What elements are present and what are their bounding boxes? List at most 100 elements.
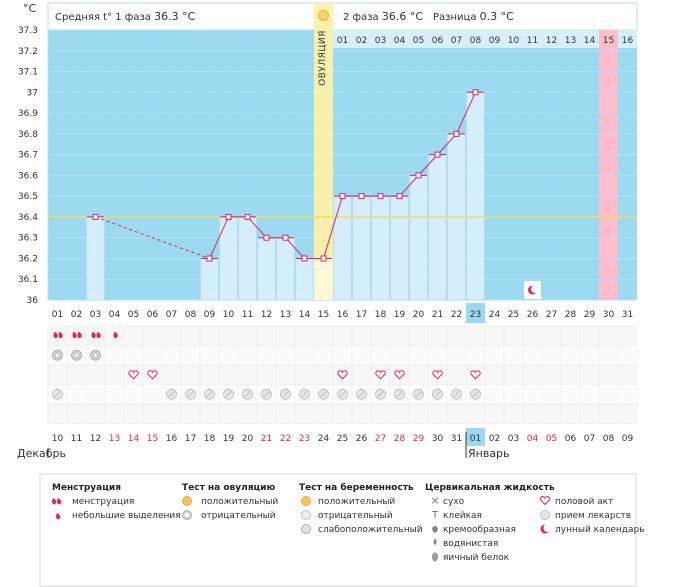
- legend-ov-positive-icon: [182, 496, 192, 506]
- marker-cell: [47, 403, 68, 424]
- marker-cell: [465, 345, 486, 366]
- menstruation-drop-icon: [91, 331, 96, 339]
- calendar-date: 24: [318, 434, 330, 444]
- cycle-day-label: 05: [128, 310, 139, 320]
- phase2-day-label: 03: [375, 36, 386, 46]
- marker-cell: [180, 364, 201, 385]
- marker-cell: [123, 325, 144, 346]
- marker-cell: [408, 345, 429, 366]
- temp-bar: [257, 237, 276, 301]
- legend-watery-icon: [433, 538, 437, 545]
- cycle-day-label: 11: [242, 310, 253, 320]
- marker-cell: [275, 345, 296, 366]
- calendar-date: 19: [223, 434, 235, 444]
- marker-cell: [389, 345, 410, 366]
- marker-cell: [351, 325, 372, 346]
- marker-cell: [256, 364, 277, 385]
- cycle-day-label: 28: [565, 310, 577, 320]
- medication-pill-line: [244, 390, 251, 398]
- marker-cell: [598, 384, 619, 405]
- temp-point: [339, 193, 346, 200]
- marker-cell: [66, 403, 87, 424]
- marker-cell: [142, 403, 163, 424]
- calendar-date: 10: [52, 434, 64, 444]
- cycle-day-label: 08: [185, 310, 197, 320]
- marker-cell: [465, 403, 486, 424]
- cycle-day-label: 07: [166, 310, 177, 320]
- marker-cell: [332, 325, 353, 346]
- marker-cell: [142, 384, 163, 405]
- marker-cell: [161, 364, 182, 385]
- legend-preg-negative-icon: [301, 510, 311, 520]
- cycle-day-label: 25: [508, 310, 519, 320]
- temp-line-segment: [418, 154, 438, 176]
- marker-cell: [123, 364, 144, 385]
- cycle-day-label: 06: [147, 310, 159, 320]
- calendar-date: 09: [622, 434, 634, 444]
- marker-cell: [503, 325, 524, 346]
- legend-pregnancy-weak: слабоположительный: [318, 525, 423, 535]
- calendar-today-cell: [466, 428, 485, 446]
- menstruation-drop-icon: [72, 331, 77, 339]
- legend-drop-heavy-icon: [57, 498, 62, 505]
- phase2-day-label: 14: [584, 36, 596, 46]
- cycle-day-label: 16: [337, 310, 349, 320]
- marker-cell: [294, 364, 315, 385]
- cycle-day-label: 22: [451, 310, 462, 320]
- ovulation-column: [314, 3, 333, 300]
- marker-cell: [408, 325, 429, 346]
- phase2-average: 2 фаза 36.6 °C: [343, 10, 424, 23]
- temp-bar: [390, 195, 409, 301]
- marker-cell: [484, 345, 505, 366]
- temp-point: [453, 130, 460, 137]
- phase1-average: Средняя t° 1 фаза 36.3 °C: [55, 10, 196, 23]
- marker-cell: [598, 345, 619, 366]
- marker-cell: [275, 403, 296, 424]
- marker-cell: [104, 384, 125, 405]
- marker-cell: [427, 325, 448, 346]
- marker-cell: [66, 364, 87, 385]
- marker-cell: [332, 403, 353, 424]
- y-tick-label: 37: [27, 88, 38, 98]
- marker-cell: [503, 403, 524, 424]
- legend-heart-icon: [539, 496, 551, 506]
- medication-pill-line: [339, 390, 346, 398]
- cycle-day-label: 30: [603, 310, 615, 320]
- medication-pill-line: [415, 390, 422, 398]
- temp-line-segment: [247, 216, 267, 239]
- temp-line-segment: [209, 216, 229, 259]
- legend-fluid-sticky: клейкая: [443, 511, 482, 521]
- marker-cell: [370, 345, 391, 366]
- heart-icon: [394, 370, 405, 380]
- medication-pill-line: [358, 390, 365, 398]
- legend-fluid-dry: сухо: [443, 497, 465, 507]
- header-strip: [47, 2, 638, 31]
- temp-point: [396, 193, 403, 200]
- marker-cell: [85, 384, 106, 405]
- legend-pill-icon: [540, 510, 550, 520]
- medication-pill-line: [320, 390, 327, 398]
- menstruation-drop-icon: [58, 331, 63, 339]
- heart-icon: [432, 370, 443, 380]
- calendar-date: 03: [508, 434, 519, 444]
- marker-cell: [465, 364, 486, 385]
- marker-cell: [560, 345, 581, 366]
- medication-pill-line: [225, 390, 232, 398]
- marker-cell: [427, 345, 448, 366]
- y-tick-label: 36.5: [18, 192, 38, 202]
- cycle-day-label: 14: [299, 310, 311, 320]
- light-drop-icon: [113, 331, 118, 339]
- legend-eggwhite-icon: [432, 552, 438, 562]
- temp-line-segment: [323, 196, 343, 259]
- cycle-day-label: 15: [318, 310, 329, 320]
- marker-cell: [560, 325, 581, 346]
- marker-cell: [370, 325, 391, 346]
- calendar-date: 17: [185, 434, 196, 444]
- marker-cell: [617, 345, 638, 366]
- heart-icon: [470, 370, 481, 380]
- ovulation-test-inner: [74, 352, 80, 358]
- temp-line-segment: [437, 133, 457, 155]
- ovulation-test-inner: [93, 352, 99, 358]
- marker-cell: [408, 403, 429, 424]
- calendar-date: 26: [356, 434, 368, 444]
